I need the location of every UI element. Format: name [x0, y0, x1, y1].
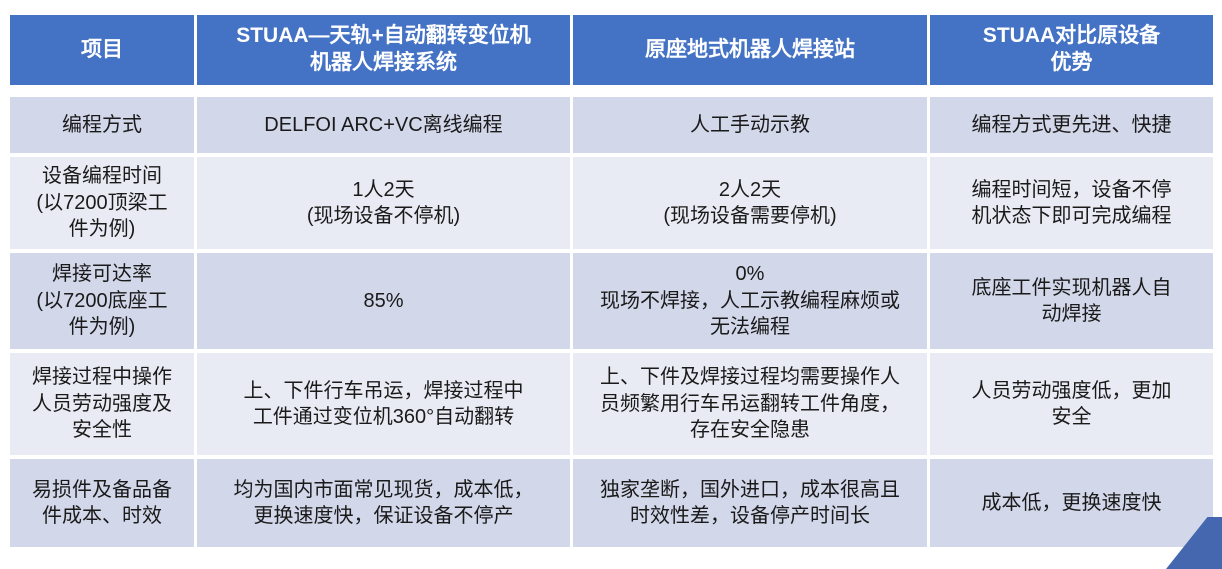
labor-intensity-safety-label: 焊接过程中操作 人员劳动强度及 安全性: [10, 353, 194, 455]
programming-time-advantage: 编程时间短，设备不停 机状态下即可完成编程: [930, 157, 1213, 249]
programming-time-label: 设备编程时间 (以7200顶梁工 件为例): [10, 157, 194, 249]
comparison-table: 项目 STUAA—天轨+自动翻转变位机 机器人焊接系统 原座地式机器人焊接站 S…: [10, 15, 1213, 547]
weld-reachability-stuaa: 85%: [197, 253, 570, 349]
col-header-advantage: STUAA对比原设备 优势: [930, 15, 1213, 85]
col-header-stuaa-system: STUAA—天轨+自动翻转变位机 机器人焊接系统: [197, 15, 570, 85]
programming-time-original: 2人2天 (现场设备需要停机): [573, 157, 927, 249]
labor-intensity-safety-stuaa: 上、下件行车吊运，焊接过程中 工件通过变位机360°自动翻转: [197, 353, 570, 455]
weld-reachability-original: 0% 现场不焊接，人工示教编程麻烦或 无法编程: [573, 253, 927, 349]
programming-method-stuaa: DELFOI ARC+VC离线编程: [197, 97, 570, 153]
table-body: 编程方式 DELFOI ARC+VC离线编程 人工手动示教 编程方式更先进、快捷…: [10, 97, 1213, 547]
spare-parts-cost-label: 易损件及备品备 件成本、时效: [10, 459, 194, 547]
programming-method-label: 编程方式: [10, 97, 194, 153]
programming-time-stuaa: 1人2天 (现场设备不停机): [197, 157, 570, 249]
spare-parts-cost-stuaa: 均为国内市面常见现货，成本低， 更换速度快，保证设备不停产: [197, 459, 570, 547]
programming-method-advantage: 编程方式更先进、快捷: [930, 97, 1213, 153]
labor-intensity-safety-original: 上、下件及焊接过程均需要操作人 员频繁用行车吊运翻转工件角度， 存在安全隐患: [573, 353, 927, 455]
spare-parts-cost-original: 独家垄断，国外进口，成本很高且 时效性差，设备停产时间长: [573, 459, 927, 547]
labor-intensity-safety-advantage: 人员劳动强度低，更加 安全: [930, 353, 1213, 455]
weld-reachability-label: 焊接可达率 (以7200底座工 件为例): [10, 253, 194, 349]
programming-method-original: 人工手动示教: [573, 97, 927, 153]
col-header-item: 项目: [10, 15, 194, 85]
table-header-row: 项目 STUAA—天轨+自动翻转变位机 机器人焊接系统 原座地式机器人焊接站 S…: [10, 15, 1213, 85]
weld-reachability-advantage: 底座工件实现机器人自 动焊接: [930, 253, 1213, 349]
spare-parts-cost-advantage: 成本低，更换速度快: [930, 459, 1213, 547]
col-header-original-station: 原座地式机器人焊接站: [573, 15, 927, 85]
